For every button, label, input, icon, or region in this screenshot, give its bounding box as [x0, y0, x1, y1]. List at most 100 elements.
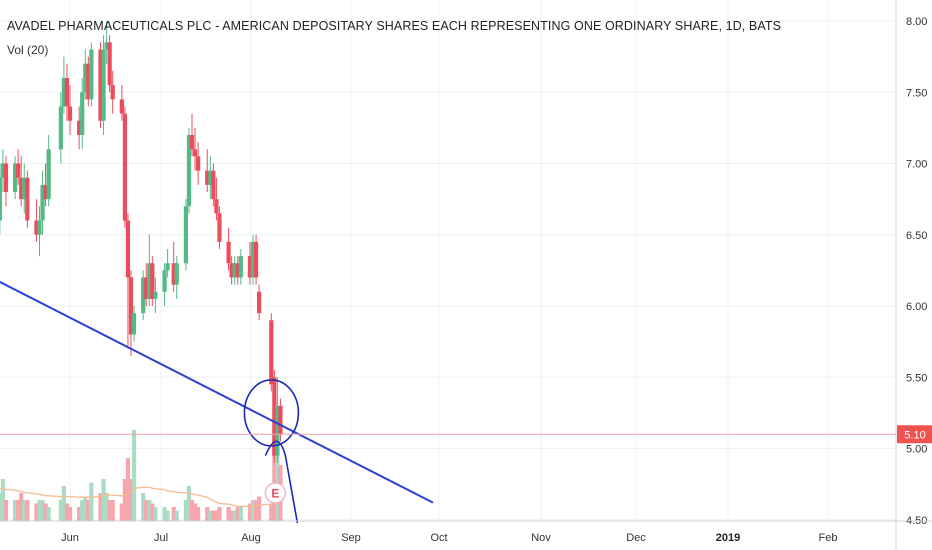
candle-body	[58, 106, 63, 150]
volume-bar	[229, 510, 234, 521]
candle-body	[0, 163, 5, 178]
volume-bar	[80, 500, 85, 521]
trendline-layer[interactable]	[0, 280, 434, 504]
volume-bar	[214, 510, 219, 521]
candle-body	[43, 184, 48, 200]
volume-bar	[125, 458, 131, 521]
volume-bar	[13, 500, 18, 521]
y-tick-label: 5.50	[906, 372, 927, 384]
trendline	[0, 280, 434, 504]
candle-body	[141, 277, 146, 314]
volume-bar	[174, 510, 179, 521]
volume-bar	[3, 500, 9, 521]
volume-bar	[89, 482, 94, 521]
candle-body	[226, 241, 231, 264]
x-tick-label: Nov	[531, 532, 551, 544]
volume-bar	[46, 507, 51, 521]
candle-body	[107, 42, 112, 86]
candle-body	[269, 320, 274, 385]
candle-body	[37, 220, 42, 235]
candle-body	[119, 99, 124, 114]
earnings-marker	[264, 482, 287, 504]
volume-bar	[272, 437, 277, 521]
y-tick-label: 7.50	[906, 87, 927, 99]
candle-body	[235, 263, 240, 278]
last-price-label: 5.10	[904, 429, 925, 441]
volume-bar	[40, 500, 45, 521]
candle-body	[211, 170, 216, 200]
candle-body	[192, 149, 198, 157]
volume-bar	[104, 493, 109, 521]
volume-bar	[58, 500, 63, 521]
candle-body	[205, 170, 210, 185]
candle-body	[13, 163, 18, 192]
volume-bar	[25, 500, 30, 521]
volume-bar	[238, 507, 243, 521]
candle-body	[232, 263, 237, 278]
candle-body	[80, 92, 85, 135]
volume-bar	[226, 507, 231, 521]
volume-bar	[131, 430, 137, 521]
x-tick-label: Sep	[341, 532, 361, 544]
candle-body	[25, 177, 30, 221]
volume-bar	[64, 503, 70, 521]
candle-body	[147, 263, 152, 299]
volume-bar	[171, 507, 176, 521]
candle-body	[19, 177, 24, 200]
volume-bar	[183, 500, 188, 521]
volume-bar	[98, 493, 103, 521]
candle-body	[144, 277, 149, 299]
volume-bar	[37, 500, 42, 521]
x-tick-label: Jul	[154, 532, 168, 544]
drawing-annotations[interactable]: E	[243, 379, 300, 524]
volume-bar	[189, 500, 195, 521]
candle-body	[46, 149, 51, 200]
volume-bar	[250, 500, 256, 521]
candle-body	[278, 405, 283, 435]
candle-body	[131, 313, 137, 335]
volume-bars	[0, 430, 283, 521]
candle-body	[247, 256, 253, 278]
candle-body	[40, 184, 45, 221]
candle-body	[101, 49, 106, 121]
candle-body	[174, 263, 179, 285]
volume-bar	[77, 507, 82, 521]
candle-body	[3, 163, 9, 192]
volume-bar	[144, 500, 149, 521]
x-tick-label: Jun	[61, 532, 79, 544]
volume-bar	[86, 500, 91, 521]
x-tick-label: Aug	[241, 532, 261, 544]
volume-bar	[192, 503, 198, 521]
earnings-marker-label: E	[271, 487, 279, 501]
volume-bar	[205, 507, 210, 521]
candle-body	[34, 220, 39, 235]
candle-body	[186, 135, 192, 207]
candle-body	[217, 213, 222, 242]
volume-bar	[211, 510, 216, 521]
candle-body	[238, 256, 243, 278]
volume-bar	[19, 493, 24, 521]
y-tick-label: 7.00	[906, 159, 927, 171]
volume-bar	[122, 479, 127, 521]
candle-body	[165, 263, 170, 271]
volume-indicator-label[interactable]: Vol (20)	[7, 43, 49, 57]
candle-body	[122, 113, 127, 221]
candle-body	[162, 270, 167, 292]
chart-title: AVADEL PHARMACEUTICALS PLC - AMERICAN DE…	[7, 19, 782, 33]
candle-body	[16, 163, 21, 178]
volume-bar	[253, 500, 259, 521]
candle-body	[98, 49, 103, 121]
candle-body	[89, 49, 94, 100]
volume-bar	[208, 510, 213, 521]
last-price-label-bg	[897, 425, 932, 444]
volume-ma-line	[0, 486, 281, 507]
candle-body	[153, 291, 158, 299]
volume-bar	[150, 503, 155, 521]
candle-body	[77, 120, 82, 135]
x-tick-label: 2019	[716, 532, 740, 544]
candle-body	[150, 263, 155, 299]
volume-bar	[107, 500, 112, 521]
candle-body	[0, 177, 2, 221]
